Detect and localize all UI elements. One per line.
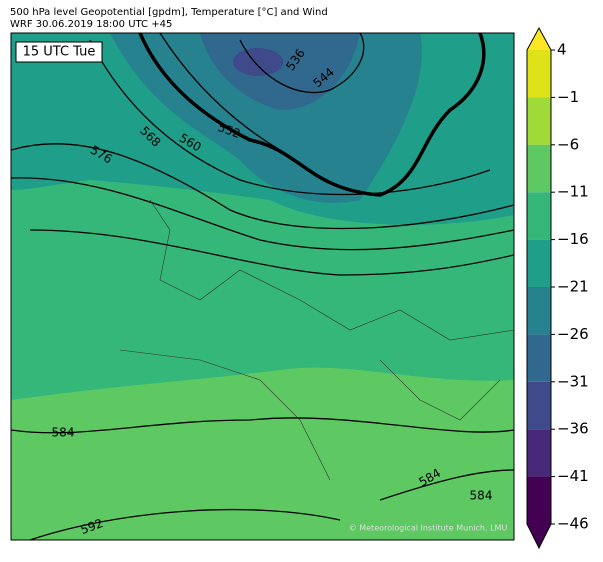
colorbar-segment — [527, 239, 551, 287]
colorbar-extend-top — [527, 28, 551, 50]
map — [11, 33, 514, 540]
colorbar-segment — [527, 97, 551, 145]
colorbar-segment — [527, 50, 551, 98]
colorbar-tick-label: −41 — [557, 467, 589, 485]
colorbar-segment — [527, 287, 551, 335]
colorbar-tick-label: −46 — [557, 515, 589, 533]
colorbar-segment — [527, 192, 551, 240]
colorbar-tick-label: 4 — [557, 41, 567, 59]
colorbar-tick-label: −11 — [557, 183, 589, 201]
colorbar-extend-bottom — [527, 524, 551, 548]
colorbar-tick-label: −26 — [557, 325, 589, 343]
title: 500 hPa level Geopotential [gpdm], Tempe… — [10, 7, 328, 18]
contour-label: 584 — [470, 489, 493, 503]
colorbar-segment — [527, 381, 551, 430]
colorbar-tick-label: −36 — [557, 420, 589, 438]
credit: © Meteorological Institute Munich, LMU — [349, 524, 508, 533]
colorbar-segment — [527, 429, 551, 477]
colorbar-tick-label: −31 — [557, 372, 589, 390]
contour-label: 584 — [52, 426, 75, 440]
colorbar-tick-label: −16 — [557, 230, 589, 248]
map-frame — [10, 32, 515, 541]
time-box — [15, 41, 103, 63]
colorbar-segment — [527, 144, 551, 193]
colorbar-tick-label: −21 — [557, 278, 589, 296]
colorbar-segment — [527, 476, 551, 524]
subtitle: WRF 30.06.2019 18:00 UTC +45 — [10, 19, 172, 30]
colorbar-tick-label: −1 — [557, 88, 579, 106]
colorbar-segment — [527, 334, 551, 382]
colorbar-tick-label: −6 — [557, 135, 579, 153]
time-label: 15 UTC Tue — [23, 45, 96, 60]
